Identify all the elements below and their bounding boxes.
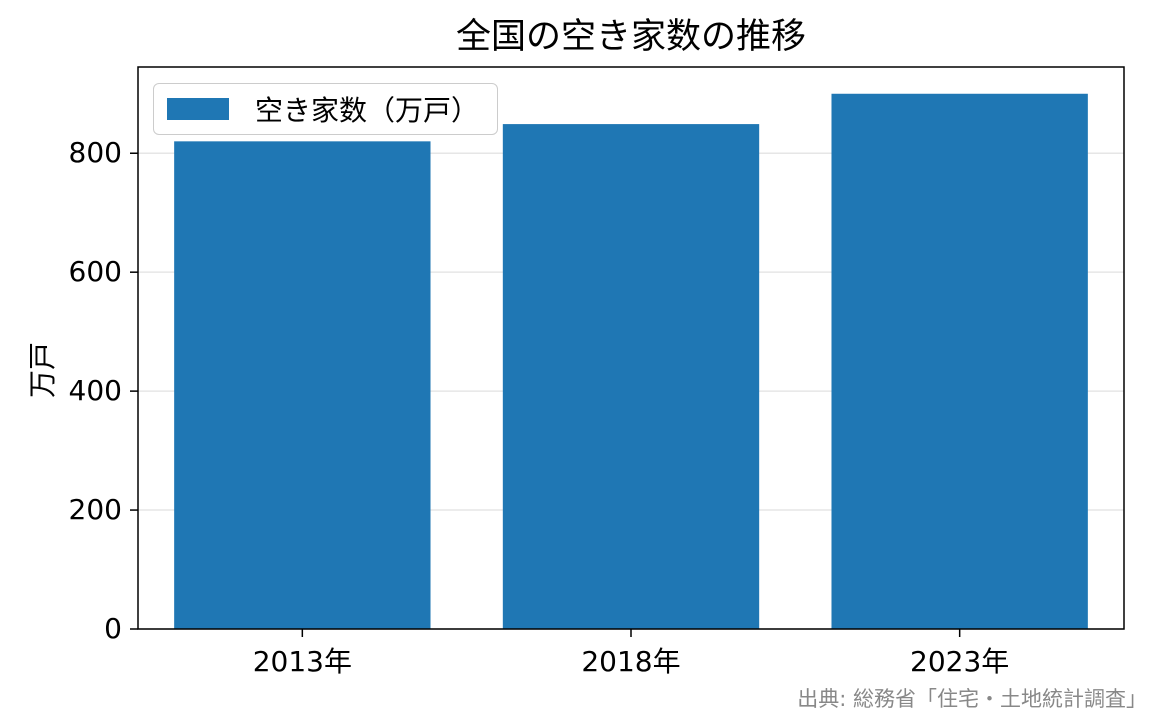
bar-3 [831,93,1088,629]
x-tick-label: 2023年 [910,645,1010,678]
legend-label: 空き家数（万戸） [255,94,480,127]
source-note: 出典: 総務省「住宅・土地統計調査」 [797,687,1147,711]
legend: 空き家数（万戸） [153,83,499,135]
tick-marks [130,152,961,637]
bar-1 [174,141,431,629]
legend-swatch [167,98,229,120]
y-tick-label: 200 [68,493,122,527]
x-tick-label: 2013年 [252,645,352,678]
y-tick-label: 0 [104,612,122,645]
y-tick-label: 600 [68,255,122,289]
bars [174,93,1088,629]
y-tick-label: 800 [68,136,122,170]
x-tick-label: 2018年 [581,645,681,678]
chart-title: 全国の空き家数の推移 [455,17,806,57]
bar-2 [502,124,760,629]
y-tick-label: 400 [68,374,122,408]
